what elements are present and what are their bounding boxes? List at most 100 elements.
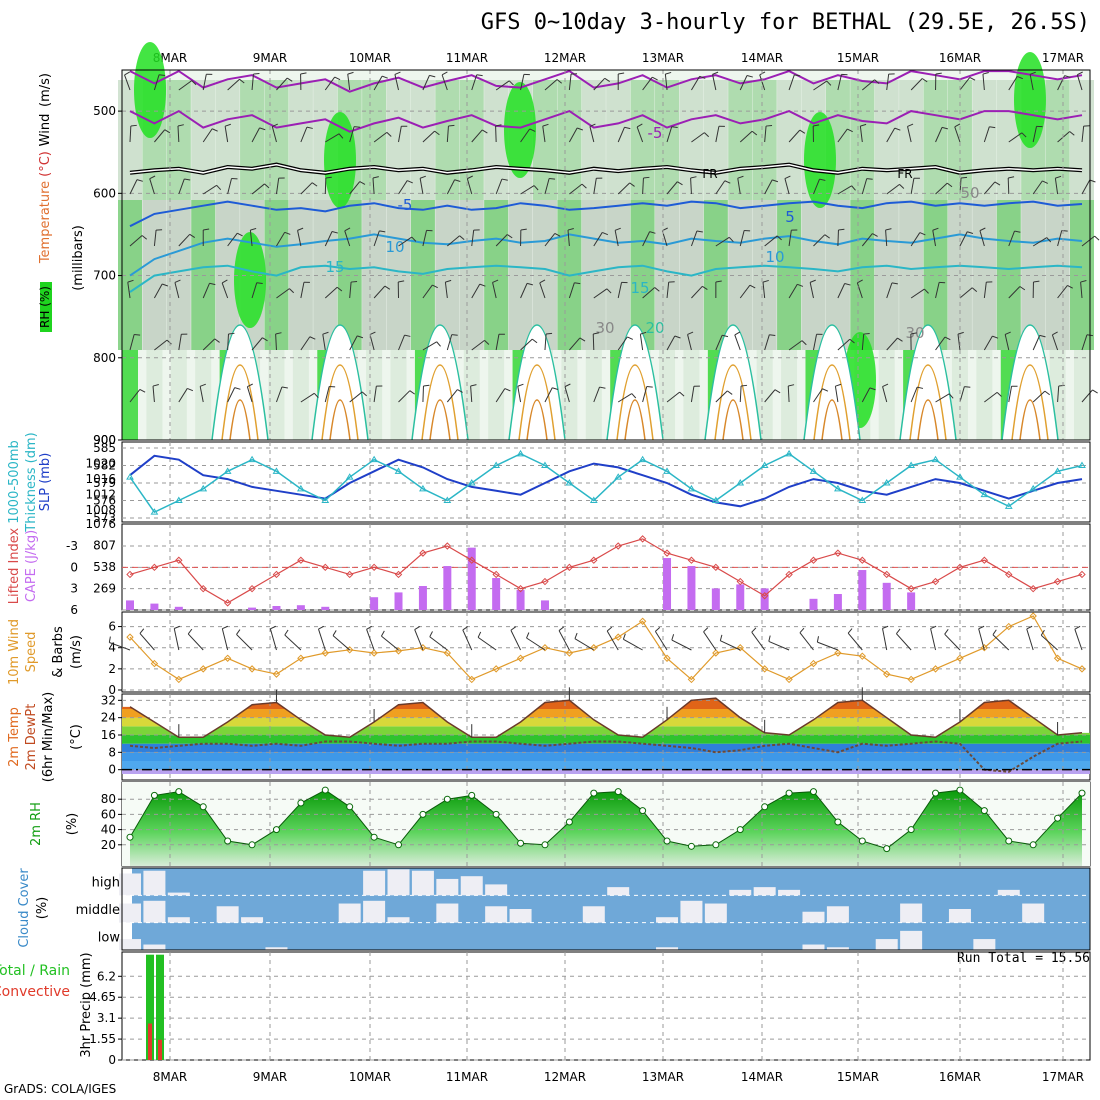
rh-shade-low xyxy=(976,350,993,440)
lifted-index-point xyxy=(980,556,989,564)
upper-wind-barb-flag xyxy=(313,392,319,399)
upper-wind-barb xyxy=(154,339,168,351)
upper-wind-barb-flag xyxy=(1033,280,1040,283)
temp-band xyxy=(122,698,1090,709)
day-label-top: 12MAR xyxy=(544,51,586,65)
upper-wind-barb-flag xyxy=(863,333,870,335)
wind-speed-point xyxy=(931,665,940,673)
cloud-high-cell xyxy=(778,889,801,896)
upper-wind-barb xyxy=(152,386,155,403)
contour-label: 30 xyxy=(595,319,614,337)
upper-wind-barb-flag xyxy=(1004,331,1011,335)
temp-30-contour xyxy=(821,399,843,441)
cape-tick-label: 269 xyxy=(93,582,116,596)
upper-wind-barb-flag xyxy=(134,334,141,336)
rh-point xyxy=(956,786,964,794)
upper-wind-barb xyxy=(1057,131,1070,143)
upper-wind-barb-flag xyxy=(262,337,268,342)
upper-wind-barb-flag xyxy=(1058,384,1065,387)
lifted-tick-label: 0 xyxy=(70,560,78,574)
lifted-index-point xyxy=(614,542,622,550)
temp-band xyxy=(122,709,1090,718)
upper-wind-barb-flag xyxy=(359,181,366,185)
upper-wind-barb xyxy=(959,231,968,247)
upper-wind-barb xyxy=(324,76,336,91)
rh-point xyxy=(175,788,183,796)
cloud-middle-cell xyxy=(216,906,239,923)
upper-wind-barb-flag xyxy=(476,74,483,77)
upper-wind-barb-flag xyxy=(957,331,964,335)
upper-wind-barb-flag xyxy=(982,72,989,75)
rh-shade-mid xyxy=(288,200,313,350)
upper-wind-barb xyxy=(737,178,741,195)
wind-speed-point xyxy=(712,649,720,657)
upper-wind-barb-flag xyxy=(961,176,968,179)
cape-bar xyxy=(150,603,159,610)
rh-point xyxy=(687,842,695,850)
rh-point xyxy=(224,837,232,845)
upper-wind-barb-flag xyxy=(354,126,361,128)
upper-wind-barb xyxy=(567,230,570,247)
upper-wind-barb xyxy=(471,283,481,299)
upper-wind-barb-flag xyxy=(624,126,631,130)
upper-wind-barb-flag xyxy=(224,123,231,127)
day-label-bottom: 9MAR xyxy=(253,1070,288,1084)
upper-wind-barb xyxy=(690,177,692,195)
upper-wind-barb-flag xyxy=(492,279,499,283)
upper-wind-barb-flag xyxy=(751,130,758,136)
upper-wind-barb xyxy=(419,178,424,195)
precip-convective-label: Convective xyxy=(0,984,70,1000)
wind10-axis-label: 10m Wind xyxy=(7,619,22,685)
cape-bar xyxy=(736,584,745,610)
upper-wind-barb-flag xyxy=(1014,230,1021,233)
cloud-middle-cell xyxy=(509,909,532,923)
upper-wind-barb xyxy=(373,75,383,91)
upper-wind-barb-flag xyxy=(604,77,611,83)
lifted-index-point xyxy=(199,584,207,593)
lifted-index-point xyxy=(394,570,403,579)
upper-wind-barb xyxy=(1081,389,1093,403)
upper-wind-barb-flag xyxy=(344,227,351,232)
upper-wind-barb xyxy=(935,282,940,299)
upper-wind-barb xyxy=(249,230,253,247)
upper-wind-barb xyxy=(564,386,570,403)
surface-wind-barb xyxy=(720,640,741,651)
upper-wind-barb xyxy=(447,235,460,247)
lifted-index-point xyxy=(858,556,867,564)
upper-wind-barb xyxy=(690,386,695,403)
upper-wind-barb xyxy=(759,74,766,91)
upper-wind-barb-flag xyxy=(495,124,502,127)
contour-label: 15 xyxy=(325,258,344,276)
upper-wind-barb-flag xyxy=(379,230,386,233)
thickness-axis-label: 1000-500mb xyxy=(7,440,22,524)
upper-wind-barb-flag xyxy=(679,391,685,397)
lifted-index-point xyxy=(126,570,134,579)
thickness-tick-label: 573 xyxy=(93,511,116,525)
rh-shade-upper xyxy=(655,80,680,200)
upper-wind-barb xyxy=(539,282,546,299)
upper-wind-barb xyxy=(813,178,820,195)
upper-wind-barb-flag xyxy=(454,179,461,182)
upper-wind-barb xyxy=(764,334,770,351)
upper-wind-barb-flag xyxy=(300,72,307,75)
upper-wind-barb-flag xyxy=(1008,176,1015,179)
upper-wind-barb xyxy=(422,341,437,351)
upper-wind-barb-flag xyxy=(214,338,220,343)
rh-shade-low xyxy=(146,350,163,440)
upper-wind-barb-flag xyxy=(992,335,999,339)
precip-tick-label: 4.65 xyxy=(89,990,116,1004)
rh-shade-upper xyxy=(679,80,704,200)
temp-25-contour xyxy=(909,364,947,441)
upper-wind-barb-flag xyxy=(924,288,929,294)
upper-wind-barb-flag xyxy=(727,390,733,395)
thickness-point xyxy=(1053,467,1062,474)
upper-wind-barb-flag xyxy=(1052,331,1058,336)
upper-wind-barb xyxy=(837,338,851,351)
cape-bar xyxy=(540,600,549,610)
lifted-index-point xyxy=(345,570,354,579)
upper-wind-barb xyxy=(1032,126,1037,143)
upper-wind-barb xyxy=(834,386,839,403)
upper-wind-barb xyxy=(446,179,456,195)
upper-wind-barb xyxy=(1081,235,1095,247)
upper-wind-barb-flag xyxy=(325,176,332,179)
